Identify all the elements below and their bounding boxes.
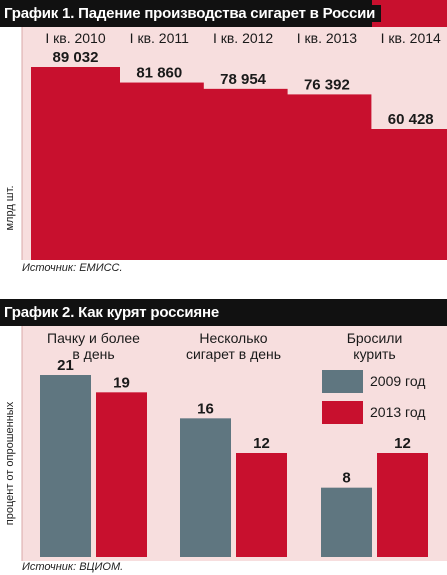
chart2-title: График 2. Как курят россияне — [4, 304, 225, 321]
chart2-bar-2-0 — [321, 487, 372, 557]
chart1-value-label-4: 60 428 — [388, 111, 434, 128]
chart1-bar-1 — [114, 82, 204, 260]
chart1-bar-3 — [282, 94, 372, 260]
chart2-bar-1-1 — [236, 453, 287, 557]
chart1-value-label-0: 89 032 — [53, 49, 99, 66]
chart2-legend-swatch-0 — [322, 370, 363, 393]
chart2-value-label-0-0: 21 — [57, 357, 74, 374]
chart2-category-2-line-1: курить — [353, 346, 395, 362]
chart2-legend-label-0: 2009 год — [370, 373, 425, 389]
chart1-value-label-2: 78 954 — [220, 71, 267, 88]
chart2-category-1-line-0: Несколько — [199, 330, 267, 346]
chart2-source: Источник: ВЦИОМ. — [22, 561, 124, 573]
chart2-value-label-2-0: 8 — [342, 470, 350, 487]
chart1-source: Источник: ЕМИСС. — [22, 262, 123, 274]
chart1-header-accent — [372, 0, 447, 27]
chart2-category-1-line-1: сигарет в день — [186, 346, 281, 362]
chart1-category-0: I кв. 2010 — [45, 30, 105, 46]
chart1-value-label-3: 76 392 — [304, 76, 350, 93]
chart1-plot: млрд шт. 89 032 I кв. 2010 81 860 I кв. 2011… — [0, 27, 447, 260]
chart2-background — [22, 326, 447, 561]
chart1-value-label-1: 81 860 — [136, 65, 182, 82]
chart1-category-2: I кв. 2012 — [213, 30, 273, 46]
chart2-bar-0-1 — [96, 392, 147, 557]
chart2-value-label-0-1: 19 — [113, 374, 130, 391]
chart1-bar-4 — [366, 129, 447, 260]
chart1-ylabel: млрд шт. — [4, 185, 16, 230]
chart2-bar-0-0 — [40, 375, 91, 557]
chart2-bar-2-1 — [377, 453, 428, 557]
chart1-axis-band — [0, 27, 22, 260]
chart2-value-label-1-0: 16 — [197, 400, 214, 417]
chart2-ylabel: процент от опрошенных — [4, 401, 16, 525]
chart1-bar-0 — [31, 67, 120, 260]
chart2-value-label-1-1: 12 — [253, 435, 270, 452]
chart2-bar-1-0 — [180, 418, 231, 557]
chart2-header: График 2. Как курят россияне — [0, 299, 447, 326]
chart2-legend-swatch-1 — [322, 401, 363, 424]
chart1-category-3: I кв. 2013 — [297, 30, 357, 46]
chart1-category-4: I кв. 2014 — [381, 30, 441, 46]
chart2-category-0-line-0: Пачку и более — [47, 330, 140, 346]
chart2-category-2-line-0: Бросили — [347, 330, 403, 346]
chart2-value-label-2-1: 12 — [394, 435, 411, 452]
chart2-legend-label-1: 2013 год — [370, 404, 425, 420]
chart1-bar-2 — [198, 88, 288, 260]
chart1-category-1: I кв. 2011 — [130, 30, 189, 46]
chart1-header: График 1. Падение производства сигарет в… — [0, 0, 447, 27]
chart1-title: График 1. Падение производства сигарет в… — [4, 5, 382, 22]
chart2-category-0-line-1: в день — [72, 346, 114, 362]
